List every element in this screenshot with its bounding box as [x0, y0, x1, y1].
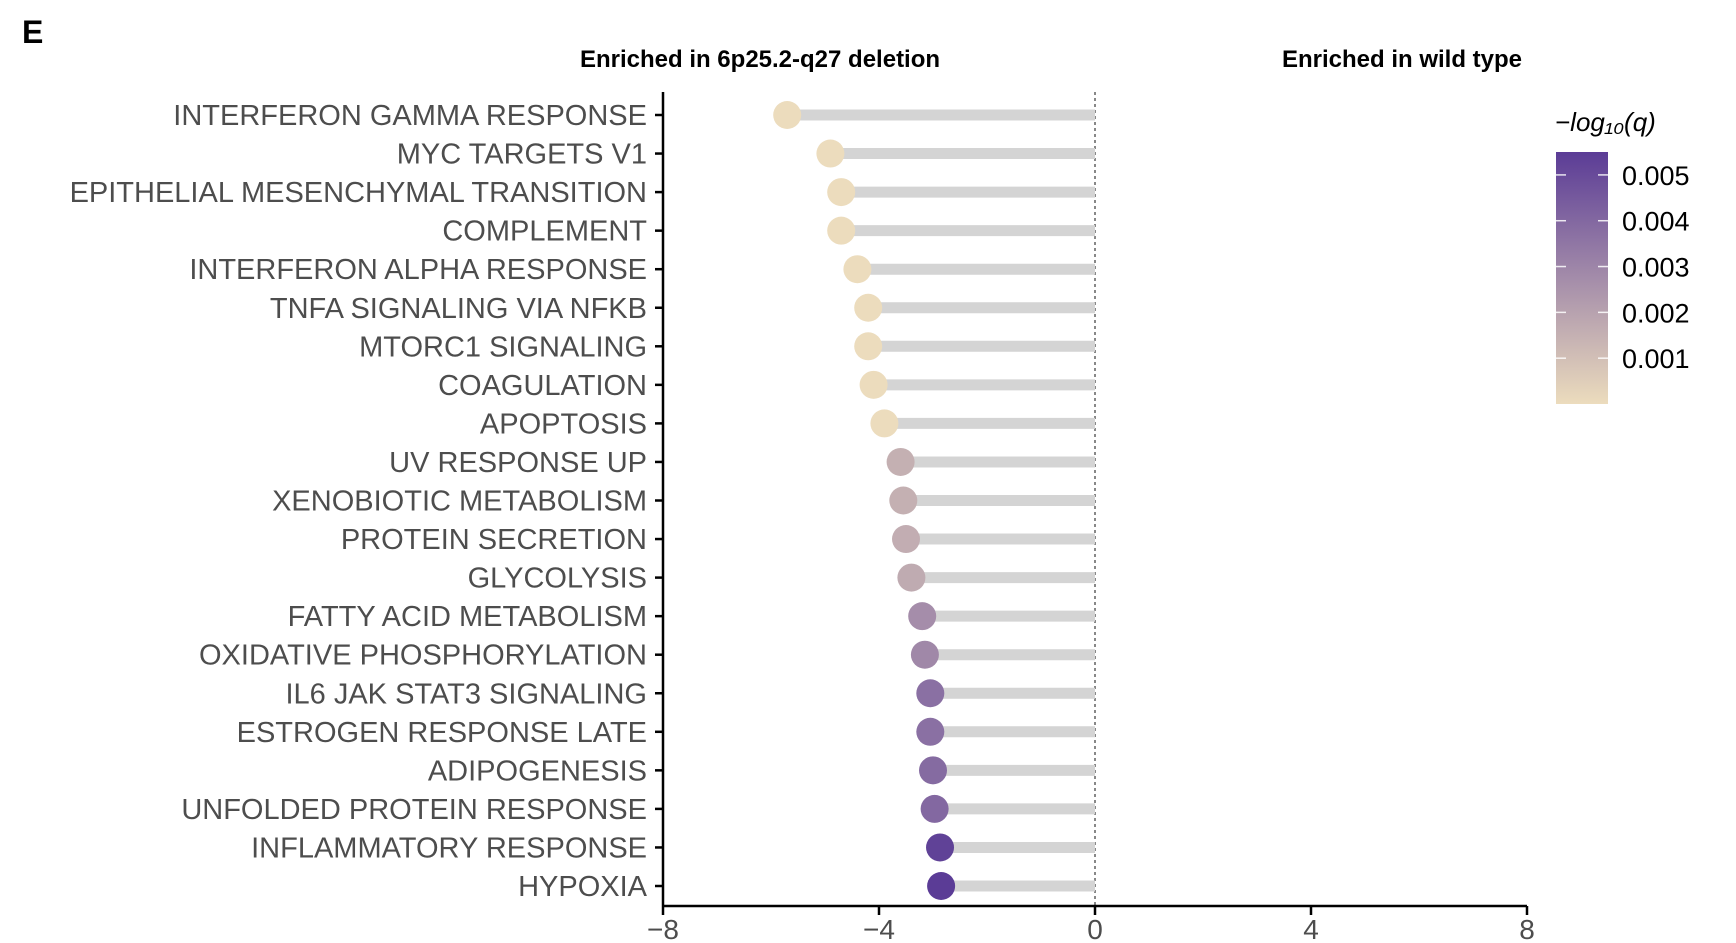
category-label: IL6 JAK STAT3 SIGNALING [285, 678, 647, 710]
data-point [920, 794, 949, 823]
x-tick-label: −4 [863, 914, 895, 943]
colorbar-tick-label: 0.005 [1622, 161, 1690, 191]
category-labels-layer: INTERFERON GAMMA RESPONSE MYC TARGETS V1 E… [70, 100, 648, 903]
colorbar-tick-label: 0.003 [1622, 253, 1690, 283]
category-label: ADIPOGENESIS [428, 755, 647, 787]
category-label: OXIDATIVE PHOSPHORYLATION [199, 640, 647, 672]
x-tick-label: 4 [1303, 914, 1319, 943]
panel-letter: E [22, 14, 44, 50]
stems-layer [787, 109, 1095, 892]
colorbar-tick-label: 0.004 [1622, 207, 1690, 237]
data-point [773, 101, 802, 129]
data-point [843, 255, 872, 284]
data-point [870, 409, 899, 438]
header-right: Enriched in wild type [1282, 46, 1522, 73]
colorbar-title: −log₁₀(q) [1555, 107, 1656, 137]
x-tick-label: −8 [647, 914, 679, 943]
data-point [859, 370, 888, 399]
category-label: MTORC1 SIGNALING [359, 331, 647, 363]
data-point [908, 602, 937, 631]
data-point [910, 640, 939, 669]
data-point [927, 872, 956, 900]
data-point [916, 679, 945, 708]
category-label: APOPTOSIS [480, 408, 647, 440]
category-label: XENOBIOTIC METABOLISM [272, 486, 647, 518]
axes-layer: −8 −4 0 4 8 [647, 92, 1535, 943]
points-layer [773, 101, 956, 900]
category-label: UV RESPONSE UP [389, 447, 647, 479]
category-label: TNFA SIGNALING VIA NFKB [270, 293, 647, 325]
colorbar-tick-label: 0.001 [1622, 344, 1690, 374]
header-left: Enriched in 6p25.2-q27 deletion [580, 46, 940, 73]
data-point [854, 293, 883, 322]
x-tick-label: 0 [1087, 914, 1103, 943]
category-label: COMPLEMENT [442, 216, 647, 248]
category-label: FATTY ACID METABOLISM [288, 601, 647, 633]
colorbar [1556, 152, 1608, 404]
data-point [827, 216, 856, 245]
data-point [892, 525, 920, 554]
category-label: INTERFERON GAMMA RESPONSE [173, 100, 647, 132]
data-point [889, 486, 918, 515]
category-label: PROTEIN SECRETION [341, 524, 647, 556]
category-label: GLYCOLYSIS [468, 563, 647, 595]
data-point [827, 178, 856, 207]
category-label: HYPOXIA [518, 871, 648, 903]
category-label: MYC TARGETS V1 [397, 139, 647, 171]
data-point [926, 833, 955, 862]
category-label: ESTROGEN RESPONSE LATE [237, 717, 647, 749]
colorbar-ticks: 0.001 0.002 0.003 0.004 0.005 [1556, 161, 1690, 374]
category-label: COAGULATION [438, 370, 647, 402]
data-point [897, 563, 926, 592]
colorbar-tick-label: 0.002 [1622, 298, 1690, 328]
category-label: INTERFERON ALPHA RESPONSE [189, 254, 647, 286]
data-point [816, 139, 845, 168]
category-label: EPITHELIAL MESENCHYMAL TRANSITION [70, 177, 647, 209]
category-label: UNFOLDED PROTEIN RESPONSE [181, 794, 647, 826]
x-tick-label: 8 [1519, 914, 1535, 943]
colorbar-legend: −log₁₀(q) 0.001 0.002 0.003 0.004 0.005 [1555, 107, 1690, 404]
data-point [886, 447, 915, 476]
data-point [854, 332, 883, 361]
data-point [919, 756, 947, 785]
category-label: INFLAMMATORY RESPONSE [251, 832, 647, 864]
data-point [916, 717, 945, 746]
